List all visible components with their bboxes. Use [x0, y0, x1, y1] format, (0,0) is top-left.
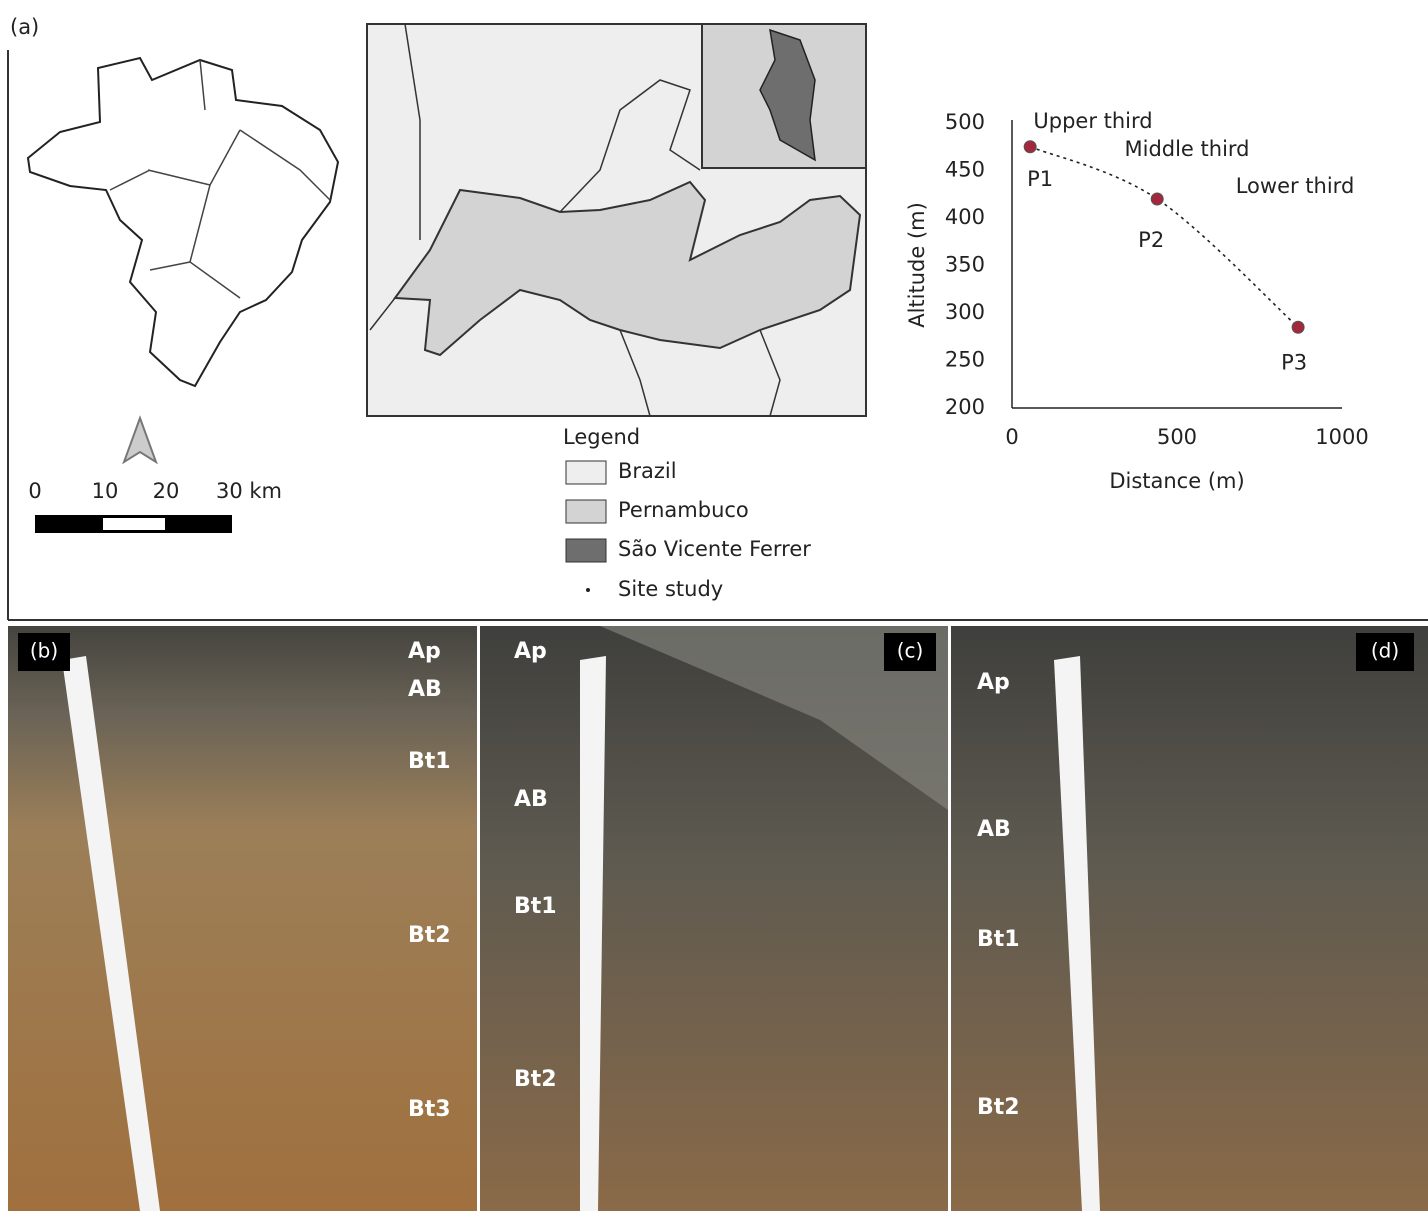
brazil-map [26, 56, 340, 388]
annotation: Middle third [1124, 137, 1249, 161]
state-borders [109, 59, 331, 299]
legend-item: Brazil [618, 459, 677, 483]
point [1150, 192, 1164, 206]
panel-label: (c) [897, 639, 924, 663]
y-tick-label: 450 [945, 158, 985, 182]
horizon-label: Bt2 [408, 923, 451, 948]
legend-item: Pernambuco [618, 498, 749, 522]
point [1291, 320, 1305, 334]
borders [369, 23, 781, 417]
x-axis-label: Distance (m) [1109, 469, 1244, 493]
horizon-label: Bt1 [408, 749, 451, 774]
y-tick-label: 250 [945, 348, 985, 372]
north-arrow [122, 415, 158, 465]
point-label: P2 [1138, 228, 1164, 252]
legend-dot [586, 588, 590, 592]
soil-surface [600, 626, 948, 810]
horizon-label: Ap [977, 670, 1010, 695]
y-tick-label: 500 [945, 110, 985, 134]
pernambuco [393, 180, 862, 357]
annotation: Upper third [1033, 109, 1152, 133]
horizon-label: AB [408, 677, 442, 702]
scale-label: 0 [28, 479, 41, 503]
point [1023, 140, 1037, 154]
panel-label: (d) [1371, 639, 1399, 663]
panel-label-box [1356, 633, 1414, 671]
horizon-label: Bt1 [514, 894, 557, 919]
x-tick-label: 500 [1157, 425, 1197, 449]
horizon-label: AB [514, 787, 548, 812]
panel-label-box [18, 633, 70, 671]
horizon-label: Bt2 [977, 1095, 1020, 1120]
horizon-label: Bt2 [514, 1067, 557, 1092]
chart: Distance (m) Altitude (m) 200 250 300 350 40… [905, 110, 1369, 493]
y-tick-label: 200 [945, 395, 985, 419]
horizon-label: AB [977, 817, 1011, 842]
legend-item: Site study [618, 577, 723, 601]
y-tick-label: 350 [945, 253, 985, 277]
legend-swatch [565, 499, 607, 524]
legend-swatch [565, 460, 607, 485]
scale-label: 30 km [216, 479, 282, 503]
x-tick-label: 0 [1005, 425, 1018, 449]
panel-label-box [884, 633, 936, 671]
legend-item: São Vicente Ferrer [618, 537, 811, 561]
legend-title: Legend [563, 425, 640, 449]
scale-label: 20 [153, 479, 180, 503]
scale-label: 10 [92, 479, 119, 503]
ruler [1054, 656, 1100, 1211]
x-tick-label: 1000 [1315, 425, 1368, 449]
point-label: P1 [1027, 167, 1053, 191]
horizon-label: Bt1 [977, 927, 1020, 952]
soil-photo [951, 626, 1428, 1211]
ruler [580, 656, 606, 1211]
y-tick-label: 400 [945, 205, 985, 229]
ruler [62, 656, 160, 1211]
scale-bar-segment [103, 518, 165, 530]
y-tick-label: 300 [945, 300, 985, 324]
panel-label: (b) [30, 639, 58, 663]
horizon-label: Ap [514, 639, 547, 664]
point-label: P3 [1281, 350, 1307, 374]
annotation: Lower third [1236, 174, 1355, 198]
horizon-label: Ap [408, 639, 441, 664]
legend-swatch [565, 538, 607, 563]
sao-vicente-ferrer [759, 28, 816, 162]
horizon-label: Bt3 [408, 1097, 451, 1122]
y-axis-label: Altitude (m) [905, 202, 929, 328]
panel-label: (a) [10, 15, 39, 39]
